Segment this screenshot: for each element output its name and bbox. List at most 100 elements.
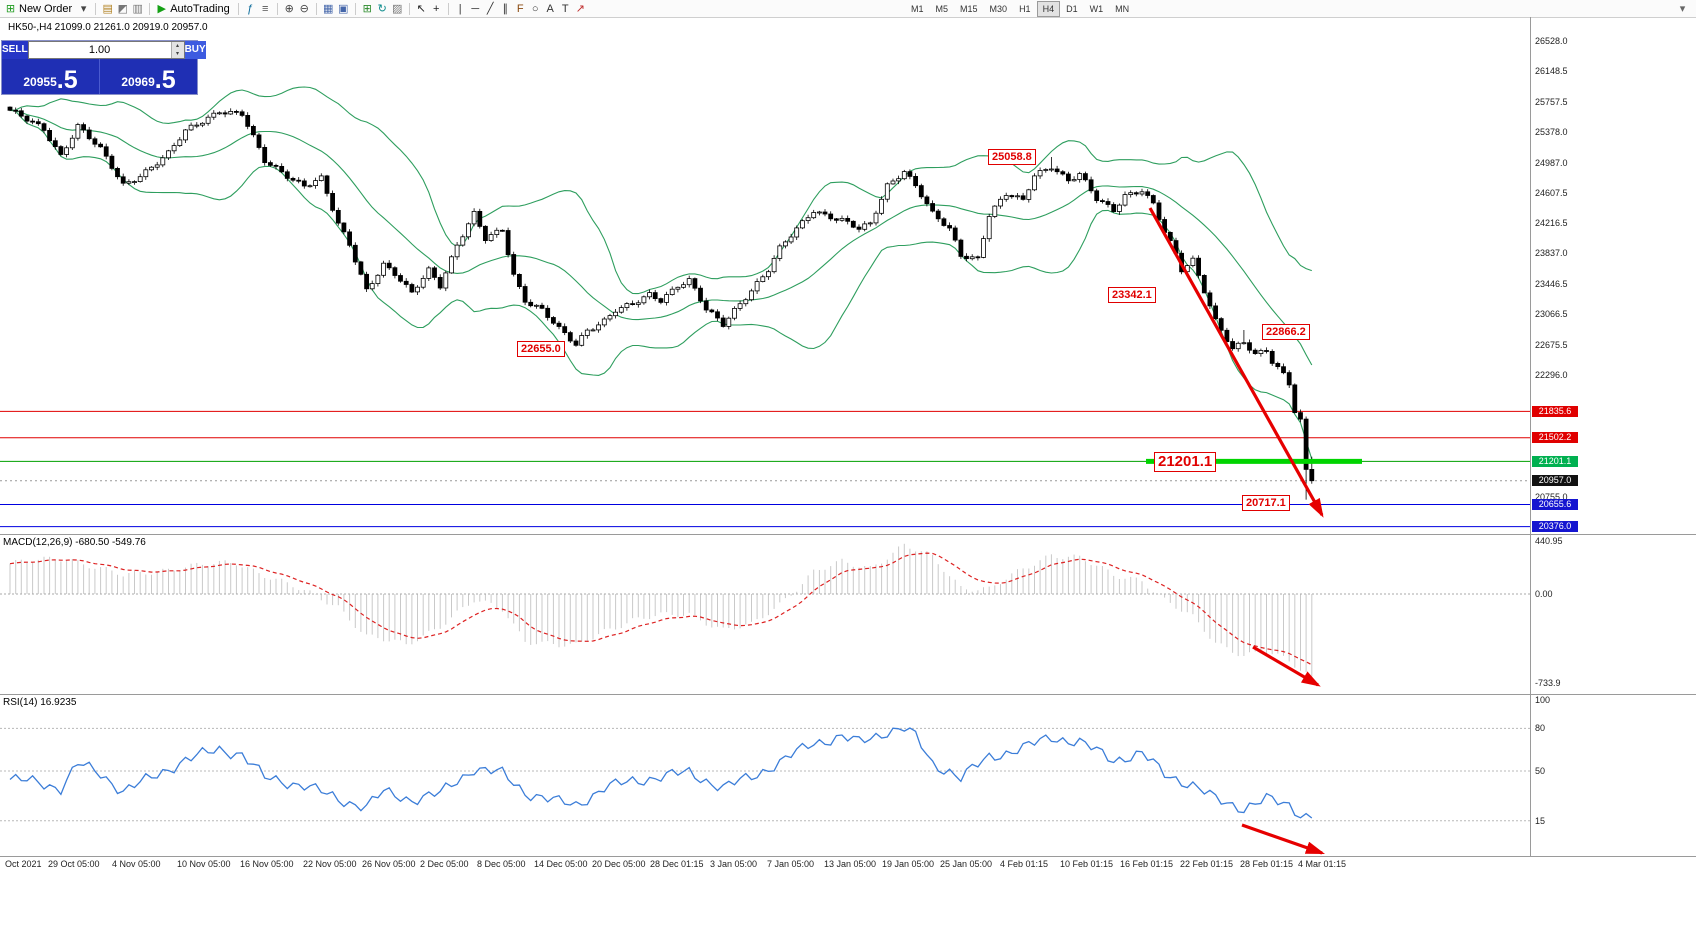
price-axis-label: 20755.0 [1535, 492, 1568, 502]
buy-price-frac: .5 [154, 66, 176, 94]
time-axis-label: 4 Feb 01:15 [1000, 859, 1049, 869]
price-axis-badge: 21201.1 [1532, 456, 1578, 467]
price-chart-canvas[interactable] [0, 17, 1530, 534]
cursor-icon[interactable]: ↖ [416, 2, 426, 15]
sell-button[interactable]: SELL [2, 41, 28, 59]
time-axis-label: 22 Feb 01:15 [1180, 859, 1234, 869]
rsi-axis-label: 80 [1535, 723, 1546, 733]
trendline-icon[interactable]: ╱ [486, 2, 494, 15]
channel-icon[interactable]: ∥ [502, 2, 508, 15]
time-axis-label: 22 Nov 05:00 [303, 859, 357, 869]
terminal-icon[interactable]: ▥ [132, 2, 143, 15]
time-axis-label: 20 Dec 05:00 [592, 859, 646, 869]
price-axis-badge: 21835.6 [1532, 406, 1578, 417]
price-axis-label: 24607.5 [1535, 188, 1568, 198]
toolbar-separator [95, 2, 97, 15]
crosshair-icon[interactable]: + [433, 2, 440, 15]
price-axis-badge: 20655.6 [1532, 499, 1578, 510]
timeframe-h4[interactable]: H4 [1036, 1, 1061, 17]
new-order-icon[interactable]: ⊞ [5, 2, 16, 15]
toolbar-overflow-icon[interactable]: ▾ [1679, 3, 1686, 15]
timeframe-toolbar: M1 M5 M15 M30 H1 H4 D1 W1 MN [905, 1, 1135, 17]
zoom-in-icon[interactable]: ⊕ [284, 2, 294, 15]
volume-input[interactable] [28, 42, 171, 58]
timeframe-m5[interactable]: M5 [935, 4, 949, 14]
new-order-caret-icon[interactable]: ▾ [80, 2, 87, 15]
timeframe-w1[interactable]: W1 [1089, 4, 1104, 14]
shapes-icon[interactable]: ○ [531, 2, 539, 15]
rsi-axis-label: 100 [1535, 695, 1551, 705]
timeframe-m1[interactable]: M1 [911, 4, 924, 14]
time-axis-label: 16 Nov 05:00 [240, 859, 294, 869]
pane-separator[interactable] [0, 694, 1696, 695]
timeframe-m30[interactable]: M30 [989, 4, 1008, 14]
main-toolbar: ⊞ New Order ▾ ▤ ◩ ▥ ▶ AutoTrading ƒ ≡ ⊕ ⊖ ▦ ▣ ⊞ ↻ ▨ ↖ + | ─ ╱… [0, 0, 1696, 18]
zoom-out-icon[interactable]: ⊖ [299, 2, 309, 15]
sell-price-main: 20955 [23, 75, 57, 89]
time-axis-label: 4 Nov 05:00 [112, 859, 161, 869]
fibonacci-icon[interactable]: F [516, 2, 524, 15]
time-axis-label: 8 Dec 05:00 [477, 859, 526, 869]
cascade-windows-icon[interactable]: ▣ [338, 2, 349, 15]
buy-price-main: 20969 [121, 75, 155, 89]
price-axis-label: 25378.0 [1535, 127, 1568, 137]
add-chart-icon[interactable]: ⊞ [362, 2, 372, 15]
volume-decrease-button[interactable]: ▾ [170, 50, 184, 58]
buy-price[interactable]: 20969.5 [99, 59, 197, 94]
time-axis-label: 10 Nov 05:00 [177, 859, 231, 869]
price-axis-label: 24216.5 [1535, 218, 1568, 228]
vertical-line-icon[interactable]: | [458, 2, 462, 15]
price-axis-label: 25757.5 [1535, 97, 1568, 107]
indicators-icon[interactable]: ƒ [247, 2, 254, 15]
objects-list-icon[interactable]: ≡ [262, 2, 269, 15]
price-axis-label: 23446.5 [1535, 279, 1568, 289]
toolbar-separator [237, 2, 239, 15]
horizontal-line-icon[interactable]: ─ [471, 2, 480, 15]
price-axis-label: 26528.0 [1535, 36, 1568, 46]
text-icon[interactable]: A [546, 2, 554, 15]
price-callout[interactable]: 20717.1 [1242, 495, 1290, 511]
time-axis-label: 16 Feb 01:15 [1120, 859, 1174, 869]
label-icon[interactable]: T [561, 2, 569, 15]
price-callout[interactable]: 22655.0 [517, 341, 565, 357]
macd-chart-canvas[interactable] [0, 535, 1530, 694]
pane-separator[interactable] [0, 534, 1696, 535]
time-axis-label: 14 Dec 05:00 [534, 859, 588, 869]
time-axis-label: Oct 2021 [5, 859, 42, 869]
navigator-icon[interactable]: ◩ [117, 2, 128, 15]
autotrading-button[interactable]: AutoTrading [170, 2, 230, 15]
sell-price[interactable]: 20955.5 [2, 59, 99, 94]
refresh-icon[interactable]: ↻ [377, 2, 387, 15]
price-axis-line [1530, 17, 1531, 856]
macd-axis-label: 440.95 [1535, 536, 1563, 546]
price-axis-label: 23066.5 [1535, 309, 1568, 319]
time-axis-label: 7 Jan 05:00 [767, 859, 815, 869]
autotrading-icon[interactable]: ▶ [157, 2, 166, 15]
price-callout[interactable]: 21201.1 [1154, 452, 1217, 472]
timeframe-mn[interactable]: MN [1115, 4, 1130, 14]
arrows-icon[interactable]: ↗ [575, 2, 585, 15]
chart-properties-icon[interactable]: ▨ [392, 2, 403, 15]
new-order-button[interactable]: New Order [19, 2, 73, 15]
volume-increase-button[interactable]: ▴ [170, 42, 184, 50]
price-callout[interactable]: 23342.1 [1108, 287, 1156, 303]
price-callout[interactable]: 22866.2 [1262, 324, 1310, 340]
price-callout[interactable]: 25058.8 [988, 149, 1036, 165]
timeframe-d1[interactable]: D1 [1066, 4, 1078, 14]
price-axis-badge: 21502.2 [1532, 432, 1578, 443]
toolbar-separator [276, 2, 278, 15]
toolbar-separator [315, 2, 317, 15]
rsi-chart-canvas[interactable] [0, 695, 1530, 856]
timeframe-m15[interactable]: M15 [960, 4, 978, 14]
tile-windows-icon[interactable]: ▦ [323, 2, 334, 15]
price-axis-label: 26148.5 [1535, 66, 1568, 76]
market-watch-icon[interactable]: ▤ [102, 2, 113, 15]
timeframe-h1[interactable]: H1 [1019, 4, 1031, 14]
volume-spinner: ▴ ▾ [170, 42, 184, 58]
toolbar-icon-row: ⊞ New Order ▾ ▤ ◩ ▥ ▶ AutoTrading ƒ ≡ ⊕ ⊖ ▦ ▣ ⊞ ↻ ▨ ↖ + | ─ ╱… [0, 0, 1696, 17]
volume-box: ▴ ▾ [27, 41, 185, 59]
time-axis-label: 19 Jan 05:00 [882, 859, 935, 869]
buy-button[interactable]: BUY [184, 41, 206, 59]
time-axis-label: 10 Feb 01:15 [1060, 859, 1114, 869]
